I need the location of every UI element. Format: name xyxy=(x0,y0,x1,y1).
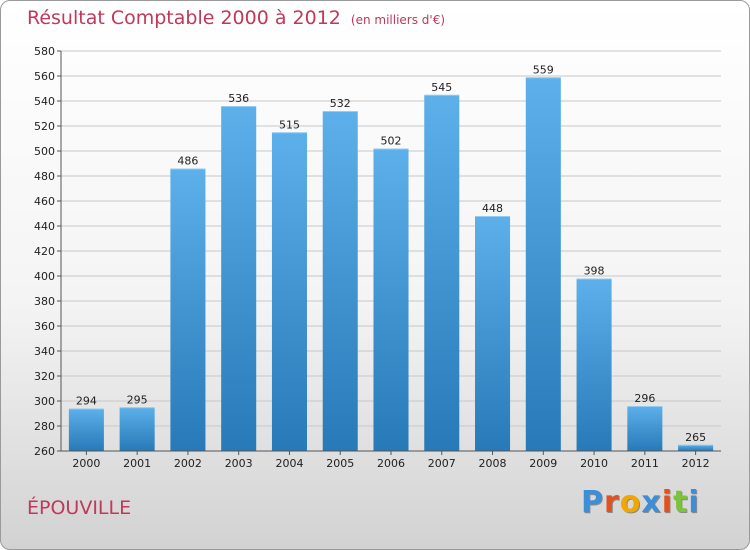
bar-2005 xyxy=(322,111,358,451)
x-tick-label-2012: 2012 xyxy=(682,457,710,470)
y-tick-label: 380 xyxy=(34,295,55,308)
logo-letter: i xyxy=(688,485,700,520)
y-tick-label: 440 xyxy=(34,220,55,233)
y-tick-label: 360 xyxy=(34,320,55,333)
logo-letter: i xyxy=(661,485,674,520)
bar-2001 xyxy=(119,407,155,451)
data-label-2002: 486 xyxy=(177,155,198,168)
bar-2011 xyxy=(627,406,663,451)
data-label-2008: 448 xyxy=(482,202,503,215)
y-tick-label: 400 xyxy=(34,270,55,283)
y-tick-label: 520 xyxy=(34,120,55,133)
data-label-2009: 559 xyxy=(533,63,554,76)
data-label-2010: 398 xyxy=(584,265,605,278)
y-tick-label: 320 xyxy=(34,370,55,383)
data-label-2006: 502 xyxy=(381,135,402,148)
bar-2010 xyxy=(576,278,612,451)
y-tick-label: 260 xyxy=(34,445,55,458)
bar-2002 xyxy=(170,168,206,451)
x-tick-label-2009: 2009 xyxy=(529,457,557,470)
data-label-2000: 294 xyxy=(76,395,97,408)
logo-letter: t xyxy=(673,485,689,520)
y-tick-label: 300 xyxy=(34,395,55,408)
y-tick-label: 420 xyxy=(34,245,55,258)
data-label-2005: 532 xyxy=(330,97,351,110)
x-tick-label-2006: 2006 xyxy=(377,457,405,470)
y-tick-label: 500 xyxy=(34,145,55,158)
x-tick-label-2003: 2003 xyxy=(225,457,253,470)
x-tick-label-2010: 2010 xyxy=(580,457,608,470)
logo-letter: x xyxy=(641,485,662,520)
y-tick-label: 480 xyxy=(34,170,55,183)
x-tick-label-2004: 2004 xyxy=(275,457,303,470)
chart-title-text: Résultat Comptable 2000 à 2012 xyxy=(27,7,341,29)
x-tick-label-2002: 2002 xyxy=(174,457,202,470)
y-tick-label: 540 xyxy=(34,95,55,108)
data-label-2011: 296 xyxy=(634,392,655,405)
bar-2007 xyxy=(424,94,460,451)
x-tick-label-2001: 2001 xyxy=(123,457,151,470)
y-tick-label: 340 xyxy=(34,345,55,358)
x-tick-label-2000: 2000 xyxy=(72,457,100,470)
bar-2009 xyxy=(525,77,561,451)
x-tick-label-2007: 2007 xyxy=(428,457,456,470)
chart-title: Résultat Comptable 2000 à 2012 (en millie… xyxy=(27,7,445,29)
logo-letter: o xyxy=(619,485,642,520)
y-tick-label: 460 xyxy=(34,195,55,208)
chart-unit-note: (en milliers d'€) xyxy=(350,13,446,27)
logo-letter: P xyxy=(581,485,604,520)
x-tick-label-2005: 2005 xyxy=(326,457,354,470)
bar-2012 xyxy=(678,444,714,451)
data-label-2007: 545 xyxy=(431,81,452,94)
x-tick-label-2011: 2011 xyxy=(631,457,659,470)
x-tick-label-2008: 2008 xyxy=(479,457,507,470)
proxiti-logo: Proxiti xyxy=(581,485,700,520)
data-label-2012: 265 xyxy=(685,431,706,444)
data-label-2003: 536 xyxy=(228,92,249,105)
bar-2006 xyxy=(373,148,409,451)
data-label-2001: 295 xyxy=(127,393,148,406)
y-tick-label: 580 xyxy=(34,45,55,58)
y-tick-label: 560 xyxy=(34,70,55,83)
logo-letter: r xyxy=(604,485,620,520)
location-name: ÉPOUVILLE xyxy=(27,497,132,519)
bar-2008 xyxy=(475,216,511,451)
data-label-2004: 515 xyxy=(279,118,300,131)
bar-2004 xyxy=(271,132,307,451)
y-tick-label: 280 xyxy=(34,420,55,433)
bar-2000 xyxy=(68,408,104,451)
bar-2003 xyxy=(221,106,257,451)
